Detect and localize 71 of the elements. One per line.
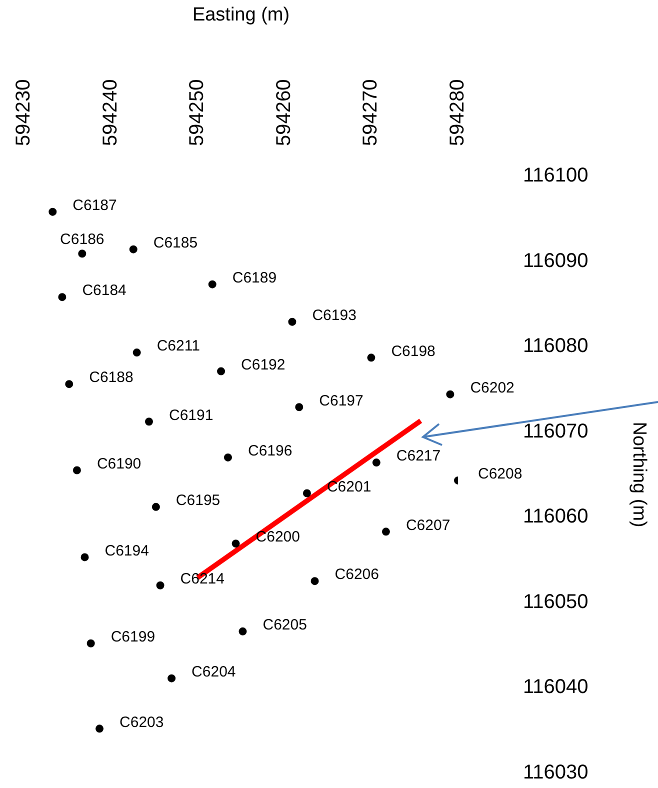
point xyxy=(224,453,232,462)
point xyxy=(310,577,319,586)
x-tick-label: 594260 xyxy=(272,79,295,146)
x-tick-label: 594250 xyxy=(186,79,208,146)
point xyxy=(156,581,164,590)
annotation: C6197 xyxy=(319,392,364,410)
point xyxy=(80,553,89,562)
annotation: C6192 xyxy=(241,356,286,374)
point xyxy=(132,348,141,357)
annotation: C6193 xyxy=(312,306,356,324)
point xyxy=(372,458,380,467)
point xyxy=(58,293,66,302)
y-tick-label: 116080 xyxy=(523,335,588,358)
point xyxy=(208,280,216,288)
point xyxy=(288,318,296,326)
annotation: C6185 xyxy=(153,234,198,252)
y-tick-label: 116070 xyxy=(523,420,588,442)
point xyxy=(86,639,95,648)
point xyxy=(168,674,176,682)
annotation: C6207 xyxy=(406,516,450,534)
annotation: C6187 xyxy=(72,196,117,214)
annotation: C6188 xyxy=(89,369,134,386)
annotation: C6205 xyxy=(262,616,307,634)
annotation: C6214 xyxy=(180,570,224,588)
annotation: C6195 xyxy=(176,492,220,510)
point xyxy=(446,390,454,398)
annotation: C6198 xyxy=(391,342,436,360)
annotation: C6191 xyxy=(168,406,214,424)
point xyxy=(232,540,240,548)
point xyxy=(217,367,226,376)
point xyxy=(382,528,390,536)
y-tick-label: 116100 xyxy=(523,164,588,187)
point xyxy=(144,418,153,426)
annotation: C6194 xyxy=(104,542,149,560)
annotation: C6184 xyxy=(82,282,126,300)
annotation: C6208 xyxy=(478,466,522,483)
annotation: C6189 xyxy=(232,269,277,286)
x-tick-label: 594240 xyxy=(99,79,122,146)
annotation: C6200 xyxy=(256,528,300,546)
annotation: C6196 xyxy=(248,442,292,460)
x-tick-label: 594270 xyxy=(360,79,382,146)
point xyxy=(238,627,247,636)
point xyxy=(295,403,304,412)
point xyxy=(65,380,74,388)
y-tick-label: 116060 xyxy=(523,506,588,528)
point xyxy=(78,250,86,258)
annotation: C6202 xyxy=(470,379,514,396)
annotation: C6204 xyxy=(192,663,236,680)
y-tick-label: 116090 xyxy=(523,250,588,272)
annotation: C6186 xyxy=(60,230,104,248)
y-axis-title: Northing (m) xyxy=(628,422,650,528)
y-tick-label: 116040 xyxy=(523,676,588,698)
x-axis-title: Easting (m) xyxy=(192,4,290,26)
point xyxy=(152,502,160,511)
point xyxy=(48,208,57,216)
point xyxy=(129,245,138,254)
annotation: C6206 xyxy=(334,566,379,584)
annotation: C6203 xyxy=(120,714,164,731)
x-tick-label: 594280 xyxy=(446,79,469,146)
annotation: C6201 xyxy=(326,478,372,496)
annotation: C6211 xyxy=(156,338,200,355)
y-tick-label: 116030 xyxy=(523,762,588,784)
point xyxy=(302,489,311,498)
annotation: C6199 xyxy=(110,628,156,646)
annotation: C6217 xyxy=(396,448,441,465)
annotation: C6190 xyxy=(96,455,142,472)
point xyxy=(367,354,376,362)
point xyxy=(72,466,81,474)
point xyxy=(96,724,104,733)
x-tick-label: 594230 xyxy=(12,79,35,146)
y-tick-label: 116050 xyxy=(523,590,588,613)
